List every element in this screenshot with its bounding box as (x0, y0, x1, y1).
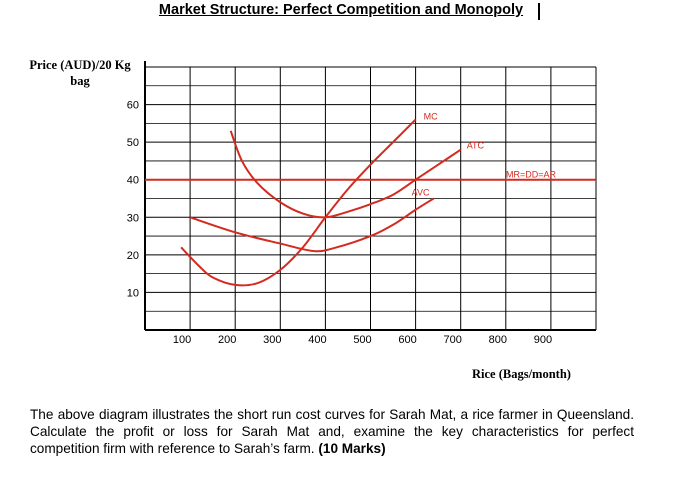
question-body: The above diagram illustrates the short … (30, 407, 634, 456)
x-tick-label: 100 (173, 334, 191, 346)
curve-label-avc: AVC (412, 188, 430, 198)
curve-mc (180, 118, 417, 287)
curve-label-mr-dd-ar: MR=DD=AR (506, 170, 557, 180)
curve-label-atc: ATC (467, 141, 485, 151)
x-tick-label: 200 (218, 334, 236, 346)
chart-axes (144, 61, 596, 331)
x-tick-label: 600 (398, 334, 416, 346)
curve-atc (229, 130, 462, 219)
curve-label-mc: MC (424, 112, 438, 122)
cost-curves: MC ATC AVC MR=DD=AR (145, 112, 596, 287)
text-cursor (538, 3, 540, 20)
question-marks: (10 Marks) (318, 441, 386, 456)
y-tick-label: 20 (127, 250, 139, 262)
x-tick-label: 300 (263, 334, 281, 346)
x-tick-label: 700 (444, 334, 462, 346)
x-tick-label: 400 (308, 334, 326, 346)
x-tick-label: 800 (489, 334, 507, 346)
page-title: Market Structure: Perfect Competition an… (158, 2, 524, 18)
question-text: The above diagram illustrates the short … (30, 406, 634, 457)
curve-avc (189, 197, 435, 253)
y-tick-label: 60 (127, 100, 139, 112)
y-tick-label: 10 (127, 287, 139, 299)
x-tick-label: 900 (534, 334, 552, 346)
y-tick-label: 30 (127, 212, 139, 224)
x-tick-label: 500 (353, 334, 371, 346)
x-axis-label: Rice (Bags/month) (472, 367, 571, 381)
y-tick-label: 40 (127, 175, 139, 187)
y-tick-label: 50 (127, 137, 139, 149)
tick-labels: 10 20 30 40 50 60 100 200 300 400 500 600 700 800 900 (127, 100, 552, 346)
chart-grid (144, 66, 597, 331)
y-axis-label: Price (AUD)/20 Kg bag (29, 58, 131, 88)
